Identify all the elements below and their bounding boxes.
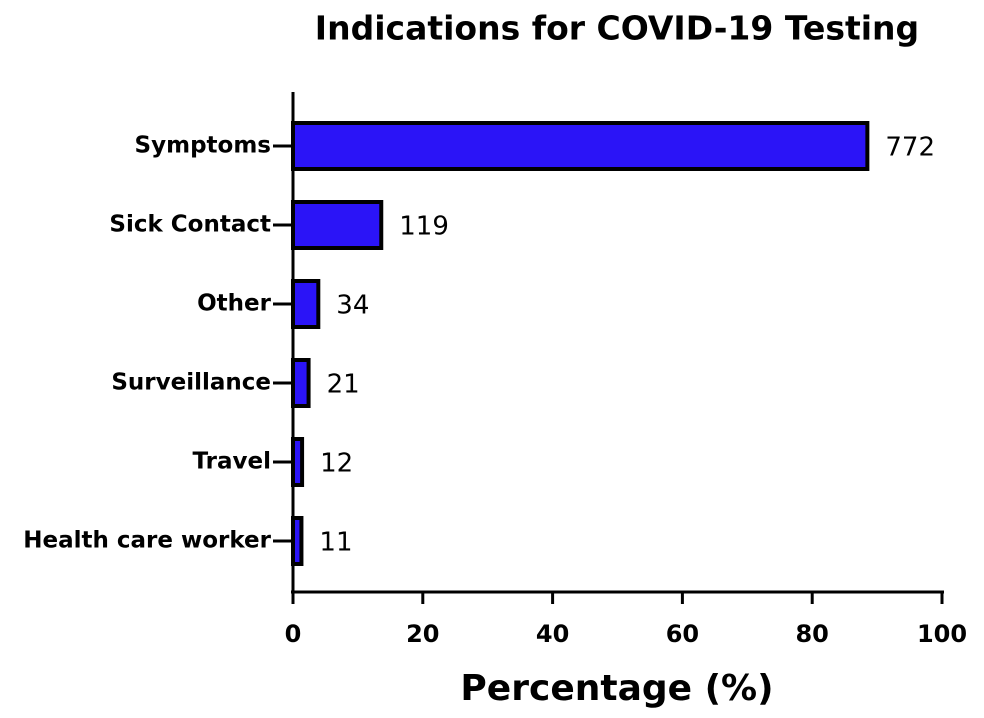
bar (291, 437, 305, 487)
y-tick-label: Symptoms (135, 133, 271, 159)
y-tick-label: Health care worker (23, 528, 271, 554)
bar (291, 516, 304, 566)
x-tick-label: 100 (917, 620, 967, 648)
x-tick-label: 40 (536, 620, 569, 648)
x-tick-label: 0 (285, 620, 302, 648)
y-tick-label: Sick Contact (109, 212, 271, 238)
data-label: 34 (336, 291, 369, 321)
chart-title: Indications for COVID-19 Testing (315, 9, 919, 48)
y-tick-label: Travel (192, 449, 271, 475)
y-tick-label: Surveillance (111, 370, 271, 396)
data-label: 12 (320, 449, 353, 479)
bar (291, 200, 384, 250)
data-label: 21 (327, 370, 360, 400)
bar (291, 358, 311, 408)
y-tick-label: Other (197, 291, 272, 317)
data-label: 11 (319, 528, 352, 558)
bar (291, 279, 321, 329)
bar (291, 121, 870, 171)
x-axis-label: Percentage (%) (460, 668, 773, 709)
x-tick-label: 80 (795, 620, 828, 648)
x-tick-label: 20 (406, 620, 439, 648)
data-label: 119 (399, 212, 449, 242)
data-label: 772 (885, 133, 935, 163)
x-tick-label: 60 (666, 620, 699, 648)
